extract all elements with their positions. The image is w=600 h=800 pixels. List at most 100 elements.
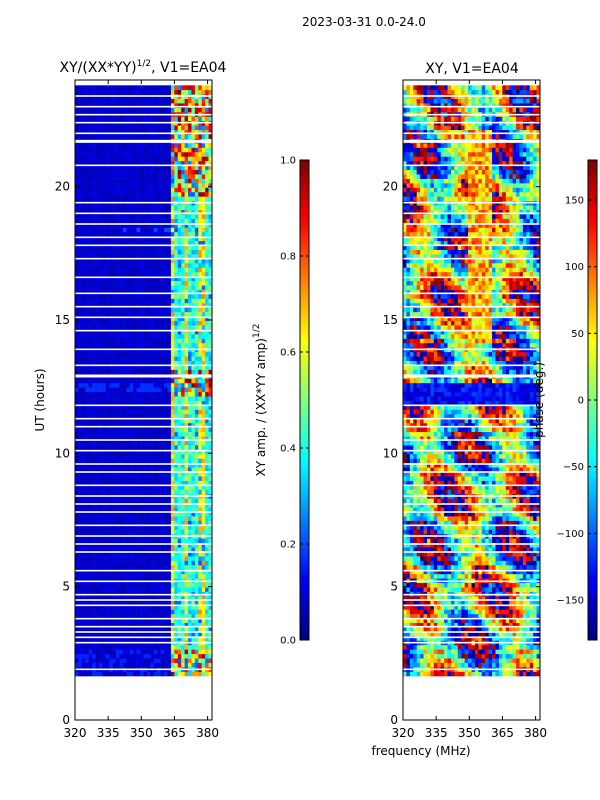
amplitude-cell	[198, 476, 203, 481]
amplitude-cell	[153, 662, 158, 668]
amplitude-cell	[177, 671, 182, 677]
amplitude-cell	[181, 151, 185, 157]
amplitude-cell	[95, 382, 100, 388]
amplitude-cell	[122, 418, 127, 424]
amplitude-cell	[201, 205, 206, 210]
amplitude-cell	[105, 582, 110, 588]
amplitude-cell	[98, 569, 103, 575]
amplitude-cell	[98, 409, 103, 415]
amplitude-cell	[143, 604, 148, 610]
amplitude-cell	[85, 365, 89, 370]
amplitude-cell	[119, 525, 124, 530]
amplitude-cell	[146, 280, 151, 286]
amplitude-cell	[164, 418, 168, 424]
amplitude-cell	[88, 294, 93, 299]
amplitude-cell	[95, 600, 100, 606]
amplitude-cell	[85, 334, 89, 339]
amplitude-cell	[170, 129, 175, 135]
amplitude-cell	[164, 538, 168, 544]
amplitude-cell	[167, 658, 172, 663]
amplitude-cell	[116, 143, 120, 148]
amplitude-cell	[205, 529, 209, 535]
amplitude-cell	[75, 458, 79, 464]
amplitude-cell	[133, 289, 137, 295]
amplitude-cell	[194, 560, 199, 566]
amplitude-cell	[119, 573, 124, 579]
amplitude-cell	[201, 507, 206, 512]
amplitude-cell	[98, 516, 103, 521]
amplitude-cell	[143, 231, 148, 237]
amplitude-cell	[143, 627, 148, 632]
amplitude-cell	[208, 307, 213, 313]
amplitude-cell	[105, 294, 110, 299]
amplitude-cell	[98, 143, 103, 148]
amplitude-cell	[177, 196, 182, 202]
amplitude-cell	[112, 294, 117, 299]
amplitude-cell	[157, 298, 161, 304]
amplitude-cell	[75, 613, 79, 619]
amplitude-cell	[160, 365, 165, 370]
amplitude-cell	[98, 453, 103, 459]
amplitude-cell	[160, 205, 165, 210]
amplitude-cell	[198, 636, 203, 641]
amplitude-cell	[184, 342, 189, 348]
amplitude-cell	[119, 458, 124, 464]
amplitude-cell	[205, 471, 209, 477]
amplitude-cell	[98, 391, 103, 397]
amplitude-cell	[160, 467, 165, 473]
amplitude-cell	[78, 307, 83, 313]
amplitude-cell	[126, 174, 131, 179]
amplitude-cell	[174, 320, 179, 326]
amplitude-cell	[129, 254, 134, 259]
amplitude-cell	[198, 480, 203, 486]
amplitude-cell	[208, 160, 213, 166]
amplitude-cell	[146, 218, 151, 224]
amplitude-cell	[88, 511, 93, 517]
amplitude-cell	[170, 418, 175, 424]
amplitude-cell	[129, 334, 134, 339]
amplitude-cell	[157, 622, 161, 628]
amplitude-cell	[122, 240, 127, 246]
amplitude-cell	[208, 236, 213, 242]
amplitude-cell	[133, 378, 137, 384]
amplitude-cell	[146, 662, 151, 668]
amplitude-cell	[119, 671, 124, 677]
amplitude-cell	[98, 356, 103, 361]
amplitude-cell	[119, 129, 124, 135]
amplitude-cell	[157, 498, 161, 504]
amplitude-cell	[194, 298, 199, 304]
amplitude-cell	[160, 369, 165, 375]
amplitude-cell	[164, 178, 168, 184]
amplitude-cell	[188, 431, 192, 437]
amplitude-cell	[167, 489, 172, 495]
amplitude-cell	[181, 560, 185, 566]
amplitude-cell	[191, 471, 196, 477]
amplitude-cell	[78, 240, 83, 246]
amplitude-cell	[129, 307, 134, 313]
amplitude-cell	[167, 289, 172, 295]
amplitude-cell	[133, 538, 137, 544]
amplitude-cell	[174, 662, 179, 668]
amplitude-cell	[81, 329, 86, 335]
amplitude-cell	[81, 662, 86, 668]
amplitude-cell	[167, 240, 172, 246]
amplitude-cell	[133, 400, 137, 406]
amplitude-cell	[75, 653, 79, 659]
amplitude-cell	[140, 125, 144, 131]
amplitude-cell	[167, 604, 172, 610]
amplitude-cell	[160, 511, 165, 517]
amplitude-cell	[75, 143, 79, 148]
amplitude-cell	[191, 467, 196, 473]
amplitude-cell	[174, 467, 179, 473]
amplitude-cell	[119, 440, 124, 446]
amplitude-cell	[150, 249, 155, 255]
amplitude-cell	[150, 387, 155, 393]
amplitude-cell	[81, 209, 86, 215]
amplitude-cell	[105, 613, 110, 619]
amplitude-cell	[98, 258, 103, 264]
amplitude-cell	[188, 289, 192, 295]
amplitude-cell	[167, 249, 172, 255]
amplitude-cell	[112, 187, 117, 193]
amplitude-cell	[116, 662, 120, 668]
amplitude-cell	[95, 418, 100, 424]
